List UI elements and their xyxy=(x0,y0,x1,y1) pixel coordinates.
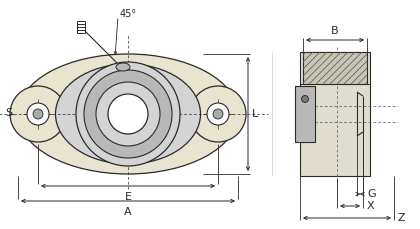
Circle shape xyxy=(84,70,172,158)
Ellipse shape xyxy=(116,63,130,71)
Ellipse shape xyxy=(55,64,200,164)
Circle shape xyxy=(213,109,223,119)
Ellipse shape xyxy=(18,54,238,174)
Circle shape xyxy=(302,95,309,103)
Circle shape xyxy=(10,86,66,142)
Text: E: E xyxy=(124,192,131,202)
Bar xyxy=(300,52,370,176)
Circle shape xyxy=(108,94,148,134)
Bar xyxy=(303,52,367,84)
Text: B: B xyxy=(331,26,339,36)
Circle shape xyxy=(33,109,43,119)
Circle shape xyxy=(76,62,180,166)
Text: A: A xyxy=(124,207,132,217)
Text: G: G xyxy=(367,189,375,199)
Text: 45°: 45° xyxy=(120,9,137,19)
Text: L: L xyxy=(252,109,258,119)
Text: Z: Z xyxy=(398,213,406,223)
Text: X: X xyxy=(367,201,375,211)
Circle shape xyxy=(96,82,160,146)
Circle shape xyxy=(207,103,229,125)
Text: S: S xyxy=(5,108,12,118)
Bar xyxy=(295,86,315,142)
Circle shape xyxy=(27,103,49,125)
Circle shape xyxy=(190,86,246,142)
